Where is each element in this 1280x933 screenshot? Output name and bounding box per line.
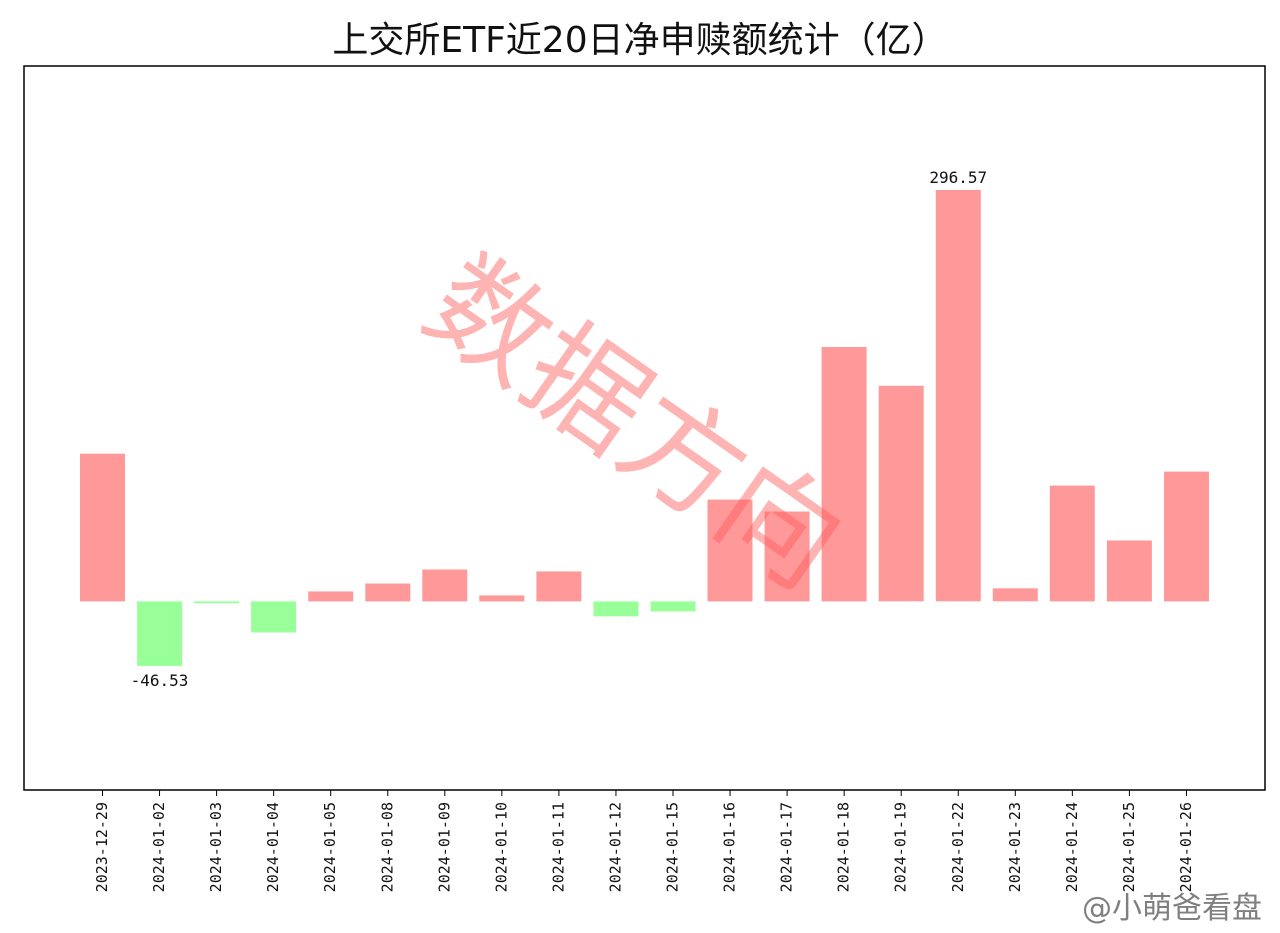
x-axis-ticks: 2023-12-29 2024-01-02 2024-01-03 2024-01-04… [93, 790, 1195, 892]
bar-2024-01-02 [137, 601, 183, 666]
plot-frame [23, 65, 1266, 791]
x-tick-label: 2024-01-17 [778, 802, 796, 892]
bar-2024-01-11 [536, 571, 582, 602]
data-labels: -46.53 296.57 [131, 168, 987, 690]
x-tick-label: 2024-01-24 [1063, 802, 1081, 892]
x-tick-label: 2024-01-10 [492, 802, 510, 892]
bar-2024-01-24 [1049, 485, 1095, 602]
x-tick-label: 2024-01-18 [835, 802, 853, 892]
bar-2024-01-22 [935, 190, 981, 602]
bar-2024-01-04 [251, 601, 297, 633]
x-tick-label: 2024-01-19 [892, 802, 910, 892]
bar-2024-01-17 [764, 511, 810, 602]
chart-title: 上交所ETF近20日净申赎额统计（亿） [332, 20, 947, 61]
watermark: 数据方向 [402, 231, 868, 615]
x-tick-label: 2024-01-11 [549, 802, 567, 892]
bar-2024-01-10 [479, 595, 525, 602]
x-tick-label: 2024-01-15 [664, 802, 682, 892]
bar-2024-01-03 [194, 601, 240, 604]
bar-2023-12-29 [80, 453, 125, 602]
bar-2024-01-12 [593, 601, 639, 617]
x-tick-label: 2024-01-08 [378, 802, 396, 892]
bar-2024-01-05 [308, 591, 354, 602]
bar-2024-01-09 [422, 569, 468, 602]
x-tick-label: 2024-01-25 [1120, 802, 1138, 892]
x-tick-label: 2024-01-16 [721, 802, 739, 892]
bar-2024-01-25 [1106, 540, 1152, 602]
bar-2024-01-15 [650, 601, 696, 612]
x-tick-label: 2024-01-09 [435, 802, 453, 892]
data-label: 296.57 [929, 168, 987, 187]
x-tick-label: 2024-01-04 [264, 802, 282, 892]
x-tick-label: 2024-01-22 [949, 802, 967, 892]
bar-2024-01-08 [365, 583, 411, 602]
bar-2024-01-26 [1164, 471, 1209, 602]
bar-2024-01-19 [878, 385, 924, 602]
bar-2024-01-16 [707, 499, 753, 602]
bars-layer [80, 190, 1209, 666]
x-tick-label: 2024-01-12 [606, 802, 624, 892]
watermark-text: 数据方向 [402, 231, 868, 615]
x-tick-label: 2024-01-03 [207, 802, 225, 892]
x-tick-label: 2024-01-05 [321, 802, 339, 892]
x-tick-label: 2024-01-26 [1177, 802, 1195, 892]
bar-2024-01-23 [992, 588, 1038, 602]
x-tick-label: 2024-01-23 [1006, 802, 1024, 892]
data-label: -46.53 [131, 671, 189, 690]
credit-watermark: @小萌爸看盘 [1082, 891, 1262, 926]
x-tick-label: 2023-12-29 [93, 802, 111, 892]
bar-2024-01-18 [821, 347, 867, 602]
x-tick-label: 2024-01-02 [150, 802, 168, 892]
